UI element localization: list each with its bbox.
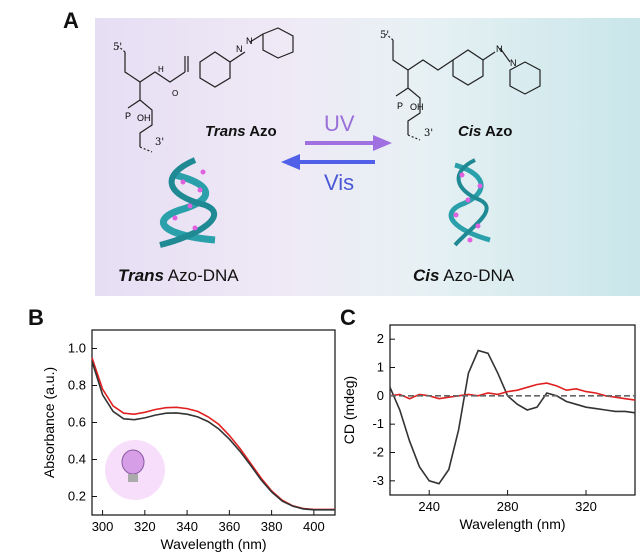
three-prime-label: 3' (155, 137, 164, 148)
cis-azo-label: Cis Azo (458, 123, 513, 140)
panel-a-background (95, 18, 640, 296)
y-axis-title: Absorbance (a.u.) (41, 367, 57, 478)
p-label: P (125, 111, 131, 121)
x-tick-label: 380 (261, 519, 283, 534)
vis-arrow (281, 154, 375, 170)
lightbulb-base (128, 474, 138, 482)
nh-label: H (158, 65, 164, 74)
five-prime-label: 5' (113, 42, 122, 53)
x-tick-label: 280 (497, 499, 519, 514)
cis-three-prime: 3' (424, 128, 433, 139)
y-tick-label: 1.0 (68, 341, 86, 356)
series-line-1 (389, 382, 636, 401)
series-line-0 (389, 349, 636, 485)
uv-arrow (305, 135, 392, 151)
cis-n-label-2: N (510, 58, 517, 68)
o-label: O (172, 89, 178, 98)
trans-azo-structure: 5' 3' P OH N N H O 5' 3' P OH N N (113, 27, 541, 248)
x-tick-label: 360 (218, 519, 240, 534)
cis-five-prime: 5' (380, 30, 389, 41)
lightbulb-icon (121, 449, 145, 475)
panel-letter-b: B (28, 305, 44, 330)
y-tick-label: 0.6 (68, 415, 86, 430)
y-tick-label: 0.2 (68, 489, 86, 504)
uv-label: UV (324, 111, 355, 136)
oh-label: OH (137, 113, 151, 123)
y-axis-title: CD (mdeg) (341, 376, 357, 444)
series-line-1 (91, 361, 335, 511)
trans-azo-dna-label: Trans Azo-DNA (118, 266, 239, 285)
plot-frame (389, 324, 636, 496)
y-tick-label: -1 (372, 416, 384, 431)
panel-letter-a: A (63, 8, 79, 33)
x-tick-label: 240 (418, 499, 440, 514)
y-tick-label: 0.8 (68, 378, 86, 393)
cis-n-label-1: N (496, 44, 503, 54)
trans-dna-icon (159, 157, 218, 248)
y-tick-label: 0 (377, 388, 384, 403)
y-tick-label: -3 (372, 473, 384, 488)
cis-azo-dna-label: Cis Azo-DNA (413, 266, 515, 285)
y-tick-label: 2 (377, 331, 384, 346)
cis-p-label: P (397, 101, 403, 111)
panel-letter-c: C (340, 305, 356, 330)
trans-azo-label: Trans Azo (205, 123, 277, 140)
cd-chart: 240 280 320 -3 -2 -1 0 1 2 Wavelength (nm) CD (mde… (341, 324, 636, 532)
n-label-2: N (246, 36, 253, 46)
y-tick-label: -2 (372, 445, 384, 460)
cis-dna-icon (448, 158, 491, 247)
x-tick-label: 320 (575, 499, 597, 514)
x-tick-label: 340 (176, 519, 198, 534)
n-label-1: N (236, 44, 243, 54)
x-tick-label: 300 (92, 519, 114, 534)
y-tick-label: 0.4 (68, 452, 86, 467)
y-tick-label: 1 (377, 360, 384, 375)
x-tick-label: 400 (303, 519, 325, 534)
absorbance-chart: 300 320 340 360 380 400 0.2 0.4 0.6 0.8 1.0 Wavelen… (41, 329, 336, 552)
x-tick-label: 320 (134, 519, 156, 534)
vis-label: Vis (324, 170, 355, 195)
x-axis-title: Wavelength (nm) (459, 516, 565, 532)
cis-oh-label: OH (410, 102, 424, 112)
x-axis-title: Wavelength (nm) (160, 536, 266, 552)
